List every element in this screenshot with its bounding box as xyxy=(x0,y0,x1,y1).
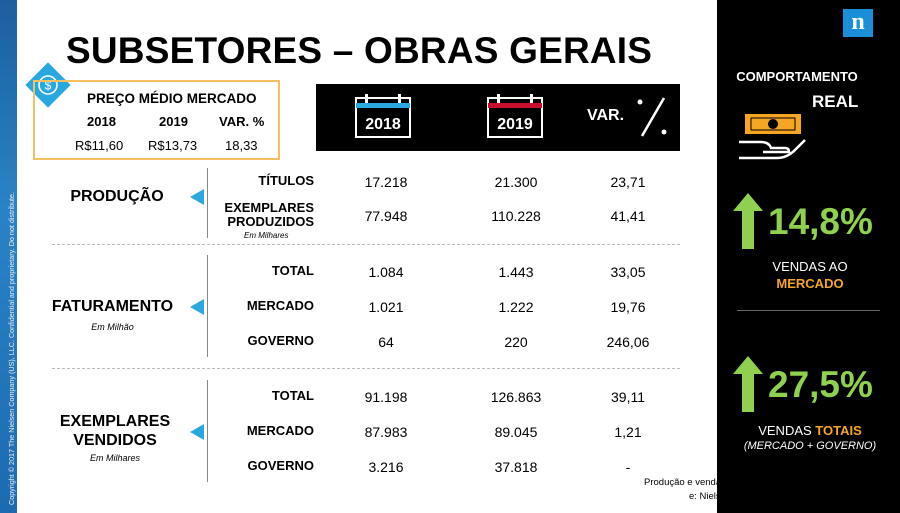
section-separator xyxy=(52,244,680,245)
row-label-fat-total: TOTAL xyxy=(271,263,314,278)
price-col-var: VAR. % xyxy=(219,114,265,129)
faturamento-unit-note: Em Milhão xyxy=(91,322,134,332)
stat-total-line1-a: VENDAS xyxy=(758,423,816,438)
exemplares-arrow-icon xyxy=(190,424,204,440)
row-label-ex-mercado: MERCADO xyxy=(246,423,314,438)
ex-governo-2018: 3.216 xyxy=(368,459,404,475)
calendar-2018-icon: 2018 xyxy=(354,93,412,139)
sidebar-stripe: Copyright © 2017 The Nielsen Company (US… xyxy=(0,0,17,513)
col-header-var: VAR. xyxy=(587,107,625,124)
fat-governo-var: 246,06 xyxy=(606,334,650,350)
price-value-var: 18,33 xyxy=(225,138,258,153)
stat-total-line2: (MERCADO + GOVERNO) xyxy=(743,440,877,452)
price-value-2018: R$11,60 xyxy=(75,138,124,153)
section-separator xyxy=(52,368,680,369)
fat-governo-2019: 220 xyxy=(504,334,528,350)
fat-mercado-2018: 1.021 xyxy=(368,299,404,315)
producao-exemplares-2019: 110.228 xyxy=(491,208,541,224)
row-label-exemplares-produzidos: EXEMPLARES PRODUZIDOS xyxy=(224,200,314,229)
section-producao: PRODUÇÃO xyxy=(70,188,164,205)
arrow-up-icon xyxy=(733,356,763,412)
ex-total-var: 39,11 xyxy=(611,389,645,405)
producao-unit-note: Em Milhares xyxy=(244,231,289,240)
fat-total-2019: 1.443 xyxy=(498,264,534,280)
ex-mercado-2018: 87.983 xyxy=(364,424,408,440)
row-label-ex-governo: GOVERNO xyxy=(247,458,314,473)
producao-titulos-2019: 21.300 xyxy=(494,174,538,190)
price-header: PREÇO MÉDIO MERCADO xyxy=(87,91,257,106)
right-panel: n COMPORTAMENTO REAL 14,8% VENDAS AO MER… xyxy=(717,0,900,513)
fat-mercado-2019: 1.222 xyxy=(498,299,534,315)
ex-governo-2019: 37.818 xyxy=(494,459,538,475)
fat-total-2018: 1.084 xyxy=(368,264,404,280)
ex-governo-var: - xyxy=(625,459,631,475)
row-label-fat-governo: GOVERNO xyxy=(247,333,314,348)
copyright-text: Copyright © 2017 The Nielsen Company (US… xyxy=(7,191,16,505)
exemplares-divider xyxy=(207,380,208,482)
svg-text:$: $ xyxy=(45,79,52,93)
section-exemplares-line1: EXEMPLARES xyxy=(59,413,171,430)
fat-total-var: 33,05 xyxy=(610,264,646,280)
calendar-2019-icon: 2019 xyxy=(486,93,544,139)
producao-exemplares-2018: 77.948 xyxy=(364,208,408,224)
producao-divider xyxy=(207,168,208,238)
producao-titulos-var: 23,71 xyxy=(610,174,646,190)
stat-mercado-value: 14,8% xyxy=(768,201,873,242)
ex-mercado-var: 1,21 xyxy=(614,424,642,440)
ex-total-2018: 91.198 xyxy=(364,389,408,405)
panel-title-line1: COMPORTAMENTO xyxy=(736,69,858,84)
column-header-bar: 2018 2019 VAR. xyxy=(316,84,680,151)
col-header-2019: 2019 xyxy=(497,116,533,133)
stat-mercado-line2: MERCADO xyxy=(776,276,844,291)
panel-divider xyxy=(737,310,880,311)
exemplares-unit-note: Em Milhares xyxy=(89,453,140,463)
fat-mercado-var: 19,76 xyxy=(610,299,646,315)
price-col-2018: 2018 xyxy=(87,114,116,129)
price-col-2019: 2019 xyxy=(159,114,188,129)
arrow-up-icon xyxy=(733,193,763,249)
producao-titulos-2018: 17.218 xyxy=(364,174,408,190)
ex-total-2019: 126.863 xyxy=(490,389,542,405)
stat-total-line1: VENDAS TOTAIS xyxy=(727,423,893,438)
money-hand-icon xyxy=(739,114,806,160)
row-label-ex-total: TOTAL xyxy=(271,388,314,403)
price-box: PREÇO MÉDIO MERCADO 2018 2019 VAR. % R$1… xyxy=(33,80,280,160)
nielsen-logo: n xyxy=(843,9,873,37)
row-label-titulos: TÍTULOS xyxy=(258,173,314,188)
fat-governo-2018: 64 xyxy=(378,334,394,350)
producao-exemplares-var: 41,41 xyxy=(610,208,646,224)
percent-icon xyxy=(637,97,667,137)
faturamento-arrow-icon xyxy=(190,299,204,315)
producao-arrow-icon xyxy=(190,189,204,205)
page-title: SUBSETORES – OBRAS GERAIS xyxy=(66,30,653,71)
stat-total-value: 27,5% xyxy=(768,364,873,405)
panel-title-line2: REAL xyxy=(812,92,859,111)
col-header-2018: 2018 xyxy=(365,116,401,133)
row-label-fat-mercado: MERCADO xyxy=(246,298,314,313)
stat-mercado-line1: VENDAS AO xyxy=(772,259,848,274)
section-exemplares-line2: VENDIDOS xyxy=(73,432,157,449)
price-value-2019: R$13,73 xyxy=(148,138,198,153)
dollar-icon: $ xyxy=(25,62,71,108)
faturamento-divider xyxy=(207,255,208,357)
ex-mercado-2019: 89.045 xyxy=(494,424,538,440)
section-faturamento: FATURAMENTO xyxy=(51,298,174,315)
stat-total-line1-b: TOTAIS xyxy=(815,423,862,438)
